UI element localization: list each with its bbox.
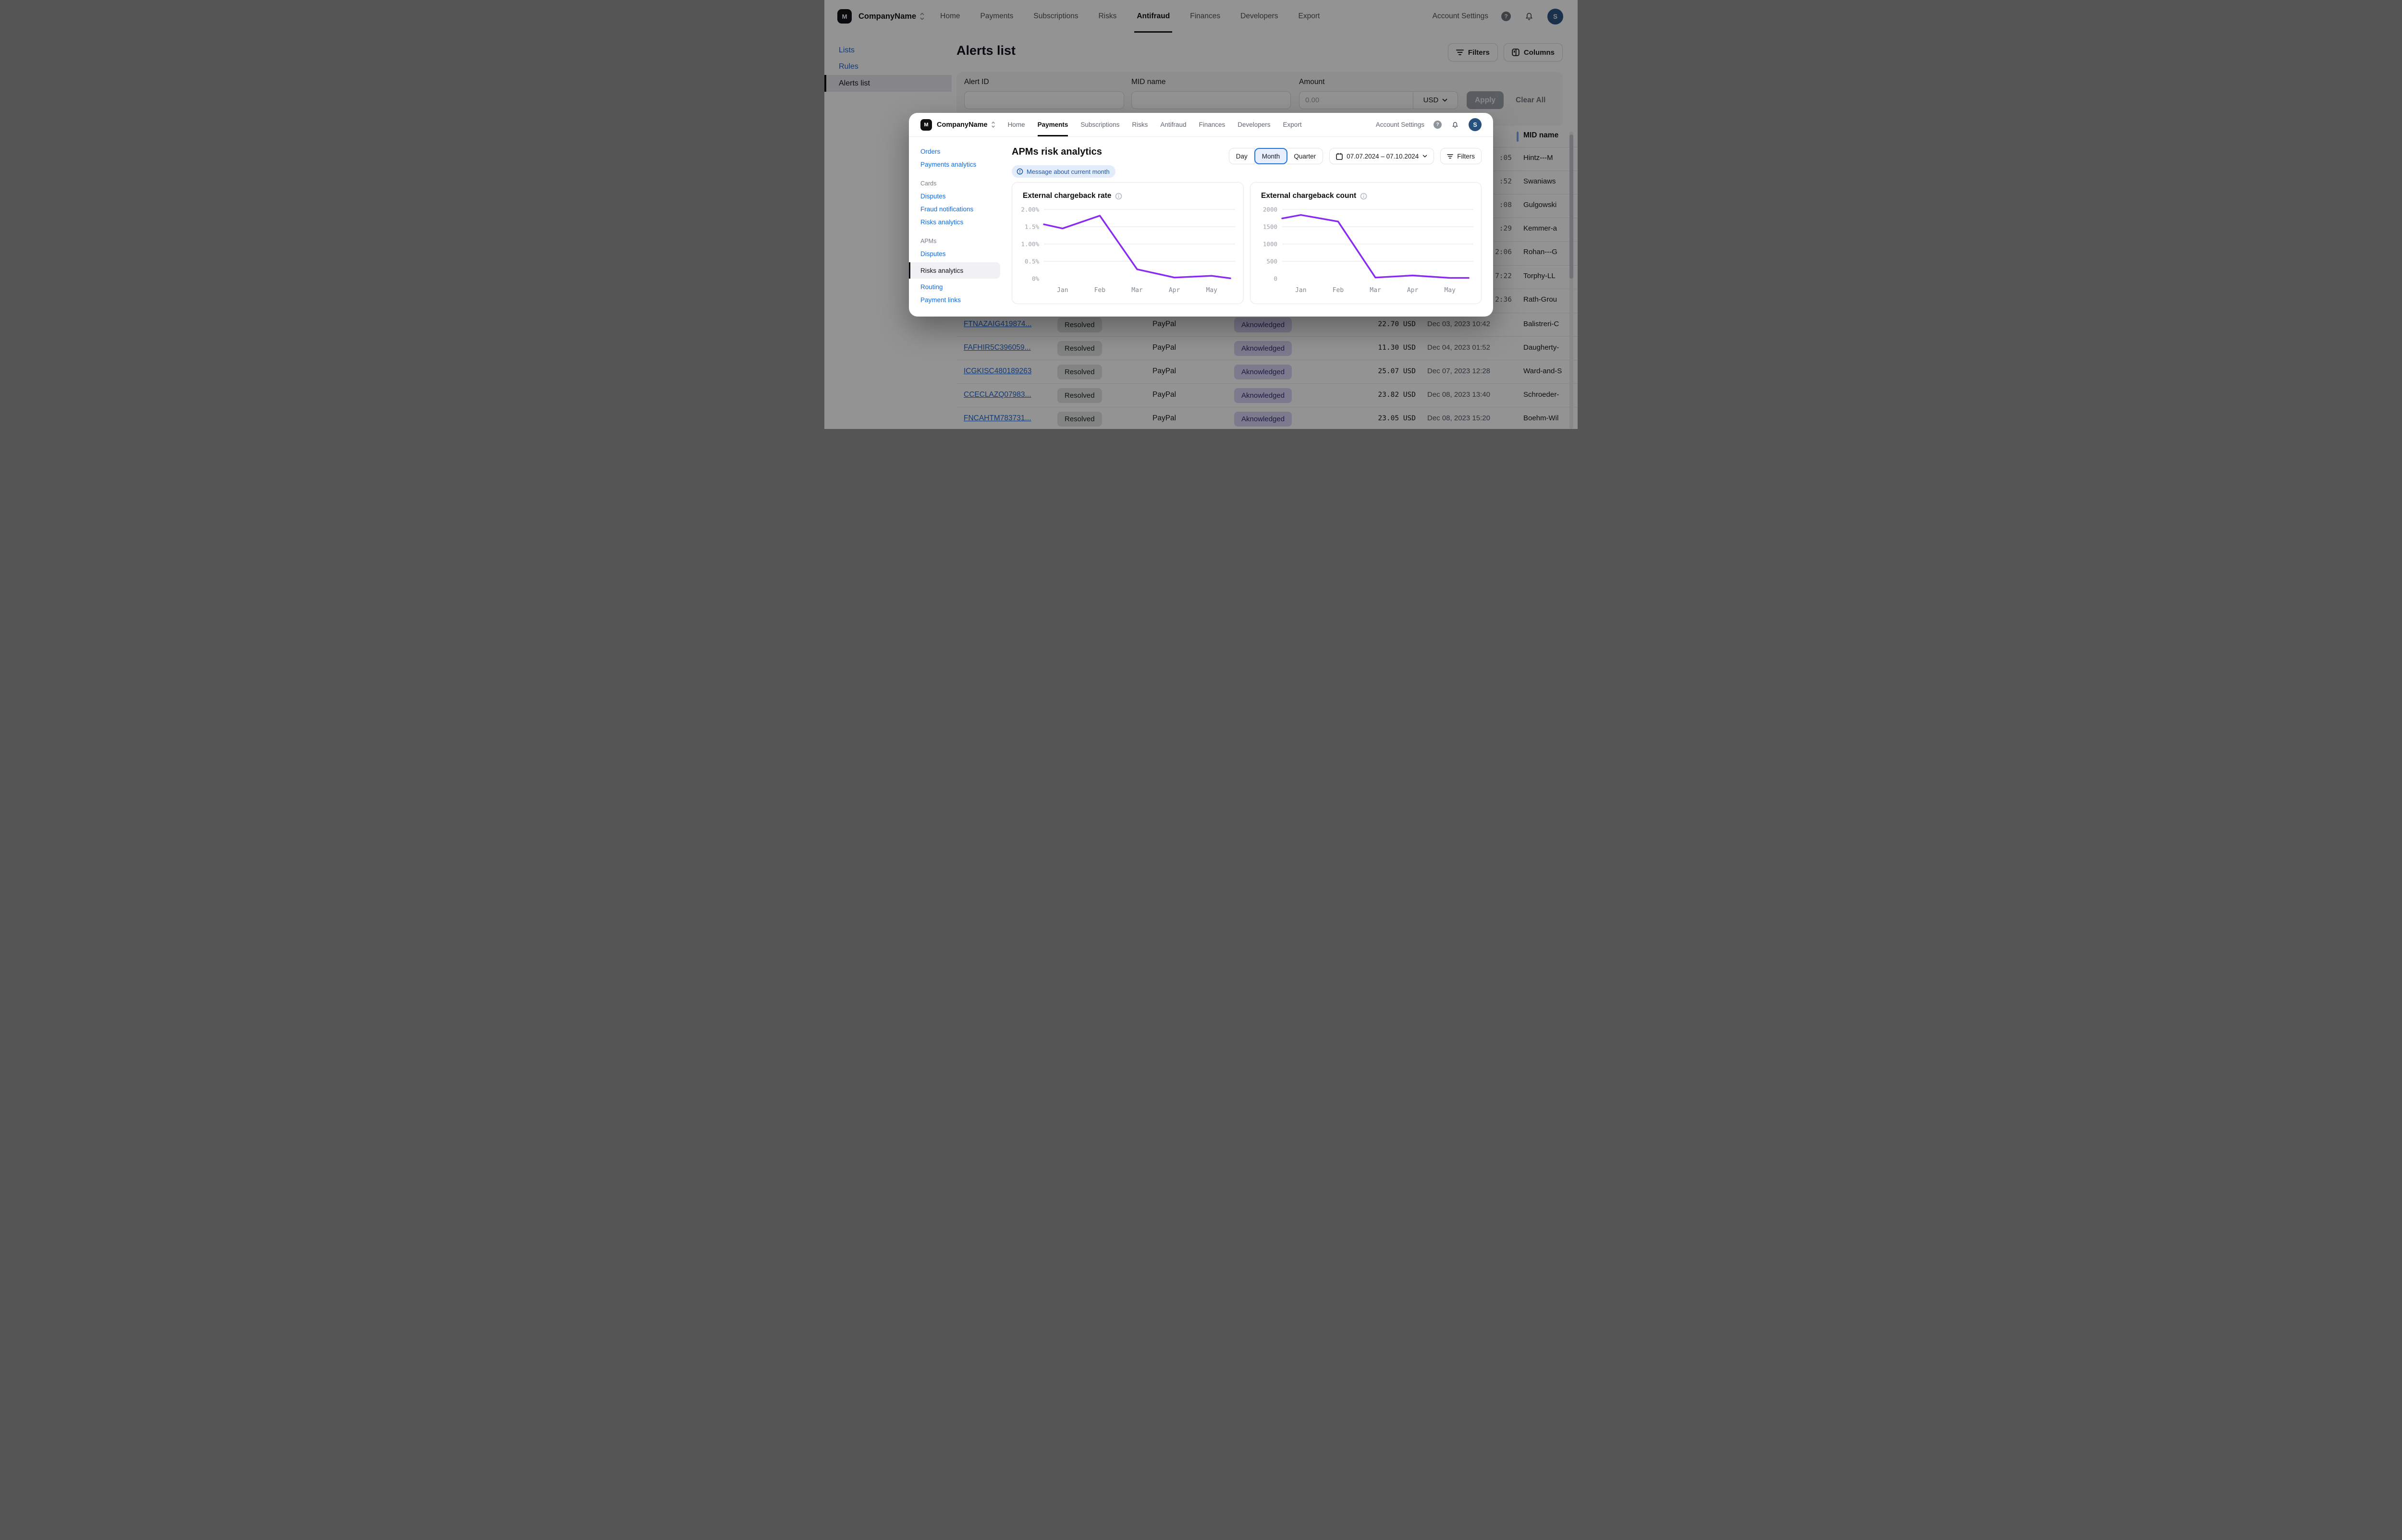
period-day[interactable]: Day (1229, 148, 1255, 164)
modal-help-icon[interactable]: ? (1434, 121, 1442, 129)
modal-company-name[interactable]: CompanyName (937, 121, 988, 129)
svg-text:500: 500 (1266, 258, 1277, 265)
svg-text:Feb: Feb (1094, 287, 1106, 294)
sidebar-section-apms: APMs (920, 235, 1005, 247)
info-message-chip[interactable]: Message about current month (1012, 165, 1115, 178)
chargeback-rate-chart: 2.00% 1.5% 1.00% 0.5% 0% Jan Feb Mar Apr May (1016, 205, 1237, 296)
sidebar-item-payment-links[interactable]: Payment links (920, 293, 1005, 306)
svg-text:1000: 1000 (1263, 241, 1277, 248)
sidebar-item-routing[interactable]: Routing (920, 281, 1005, 293)
svg-text:Apr: Apr (1169, 287, 1180, 294)
modal-filters-button-label: Filters (1457, 153, 1475, 160)
modal-user-avatar[interactable]: S (1469, 118, 1482, 131)
svg-text:0: 0 (1274, 275, 1277, 282)
svg-text:Feb: Feb (1333, 287, 1344, 294)
svg-text:May: May (1444, 287, 1456, 294)
svg-text:1500: 1500 (1263, 223, 1277, 231)
chart-card-chargeback-rate: External chargeback rate 2.00% 1.5% 1.00% 0… (1012, 182, 1244, 304)
payments-sidebar: OrdersPayments analyticsCardsDisputesFra… (909, 137, 1005, 317)
svg-text:2000: 2000 (1263, 206, 1277, 213)
sidebar-item-risks-analytics[interactable]: Risks analytics (920, 216, 1005, 229)
svg-text:Mar: Mar (1370, 287, 1381, 294)
nav-item-risks[interactable]: Risks (1132, 113, 1148, 136)
nav-item-finances[interactable]: Finances (1199, 113, 1225, 136)
svg-text:Jan: Jan (1057, 287, 1068, 294)
sidebar-item-payments-analytics[interactable]: Payments analytics (920, 158, 1005, 171)
modal-filters-button[interactable]: Filters (1440, 148, 1482, 164)
modal-notifications-bell-icon[interactable] (1451, 121, 1459, 129)
period-segmented-control: DayMonthQuarter (1229, 148, 1323, 164)
chart-card-chargeback-count: External chargeback count 2000 1500 1000 50… (1250, 182, 1482, 304)
info-message-text: Message about current month (1027, 168, 1110, 175)
modal-nav-links: Home Payments Subscriptions Risks Antifraud F… (1008, 113, 1302, 136)
modal-top-nav: M CompanyName Home Payments Subscriptions R… (909, 113, 1493, 137)
nav-item-home[interactable]: Home (1008, 113, 1025, 136)
svg-text:1.00%: 1.00% (1021, 241, 1039, 248)
nav-item-payments[interactable]: Payments (1038, 113, 1068, 136)
svg-text:1.5%: 1.5% (1025, 223, 1040, 231)
svg-text:0%: 0% (1032, 275, 1040, 282)
date-range-label: 07.07.2024 – 07.10.2024 (1347, 153, 1419, 160)
svg-text:Jan: Jan (1295, 287, 1306, 294)
chart-title: External chargeback count (1261, 192, 1356, 200)
date-range-button[interactable]: 07.07.2024 – 07.10.2024 (1329, 148, 1434, 164)
nav-item-export[interactable]: Export (1283, 113, 1302, 136)
period-quarter[interactable]: Quarter (1287, 148, 1323, 164)
nav-item-developers[interactable]: Developers (1238, 113, 1270, 136)
period-month[interactable]: Month (1254, 148, 1288, 164)
sidebar-item-fraud-notifications[interactable]: Fraud notifications (920, 203, 1005, 216)
nav-item-antifraud[interactable]: Antifraud (1160, 113, 1186, 136)
sidebar-item-orders[interactable]: Orders (920, 145, 1005, 158)
sidebar-section-cards: Cards (920, 177, 1005, 190)
modal-company-logo[interactable]: M (920, 119, 932, 131)
chargeback-count-chart: 2000 1500 1000 500 0 Jan Feb Mar Apr May (1254, 205, 1475, 296)
sidebar-item-disputes[interactable]: Disputes (920, 247, 1005, 260)
modal-company-switcher-icon[interactable] (991, 121, 995, 128)
modal-account-settings-link[interactable]: Account Settings (1376, 121, 1424, 128)
nav-item-subscriptions[interactable]: Subscriptions (1080, 113, 1119, 136)
svg-text:Apr: Apr (1407, 287, 1419, 294)
info-icon[interactable] (1360, 193, 1367, 200)
info-icon[interactable] (1115, 193, 1122, 200)
apms-risk-analytics-window: M CompanyName Home Payments Subscriptions R… (909, 113, 1493, 317)
sidebar-item-risks-analytics[interactable]: Risks analytics (909, 262, 1000, 279)
chart-title: External chargeback rate (1023, 192, 1111, 200)
modal-title: APMs risk analytics (1012, 147, 1102, 158)
sidebar-item-disputes[interactable]: Disputes (920, 190, 1005, 203)
svg-text:2.00%: 2.00% (1021, 206, 1039, 213)
screen: M CompanyName Home Payments Subscriptions R… (824, 0, 1578, 429)
svg-text:May: May (1206, 287, 1217, 294)
svg-text:Mar: Mar (1131, 287, 1143, 294)
svg-text:0.5%: 0.5% (1025, 258, 1040, 265)
